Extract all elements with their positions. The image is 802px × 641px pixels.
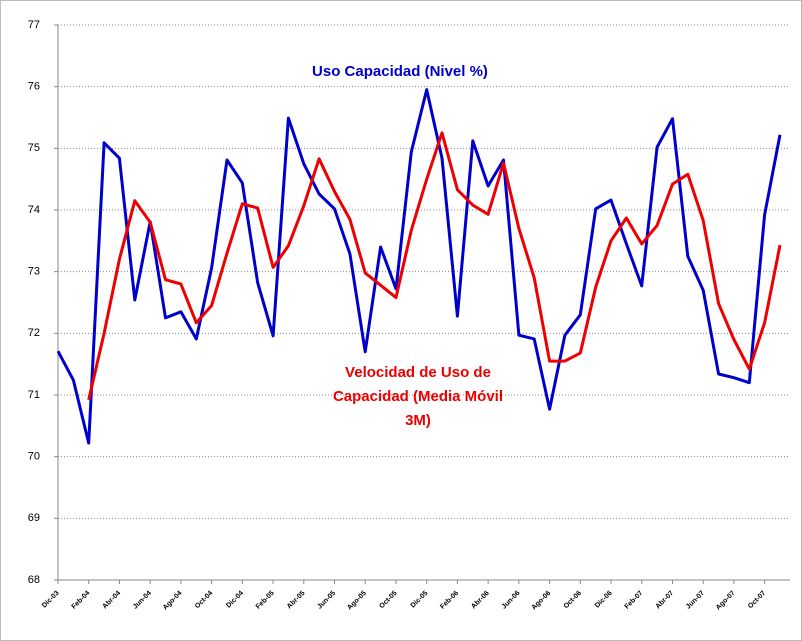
y-tick-label: 70 (28, 451, 40, 463)
series-line (56, 88, 782, 445)
y-tick-label: 76 (28, 81, 40, 93)
y-tick-label: 74 (28, 204, 40, 216)
y-tick-label: 71 (28, 389, 40, 401)
y-tick-label: 73 (28, 266, 40, 278)
series-line (87, 131, 782, 401)
y-tick-label: 75 (28, 142, 40, 154)
annotation: 3M) (405, 412, 431, 429)
y-tick-label: 68 (28, 574, 40, 586)
annotation: Velocidad de Uso de (345, 364, 491, 381)
y-tick-label: 69 (28, 512, 40, 524)
annotation: Capacidad (Media Móvil (333, 388, 503, 405)
annotation: Uso Capacidad (Nivel %) (312, 63, 488, 80)
y-tick-label: 72 (28, 327, 40, 339)
y-tick-label: 77 (28, 19, 40, 31)
